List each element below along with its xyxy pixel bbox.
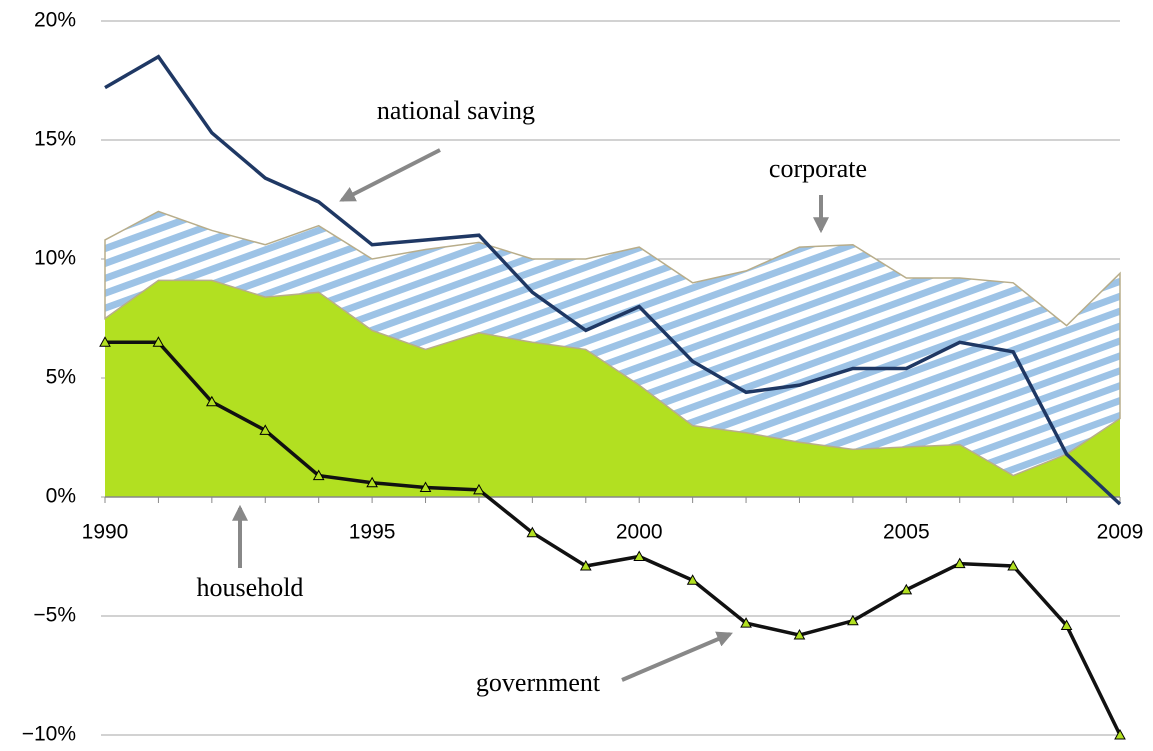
marker — [99, 336, 111, 347]
area — [104, 210, 1121, 477]
marker — [1060, 619, 1073, 631]
x-tick-label: 2000 — [616, 521, 663, 544]
annotation: government — [476, 668, 601, 697]
y-tick-label: 10% — [34, 247, 76, 270]
marker — [473, 483, 485, 495]
marker — [740, 617, 752, 628]
annotation: household — [197, 573, 304, 602]
marker — [686, 574, 699, 585]
marker — [366, 476, 378, 488]
marker — [900, 583, 913, 595]
x-tick-label: 1990 — [82, 521, 129, 544]
marker — [579, 559, 592, 571]
area — [105, 280, 1120, 497]
annotation: corporate — [769, 154, 867, 183]
marker — [633, 550, 646, 561]
y-tick-label: 15% — [34, 128, 76, 151]
x-tick-label: 1995 — [349, 521, 396, 544]
marker — [1114, 728, 1126, 740]
annotation-arrow — [621, 631, 733, 682]
x-tick-label: 2009 — [1097, 521, 1144, 544]
x-tick-label: 2005 — [883, 521, 930, 544]
annotation: national saving — [377, 96, 535, 125]
marker — [205, 395, 218, 407]
marker — [152, 336, 165, 347]
marker — [526, 526, 539, 538]
marker — [312, 469, 325, 481]
y-tick-label: 5% — [46, 366, 76, 389]
marker — [419, 481, 432, 492]
marker — [847, 614, 859, 626]
y-tick-label: −5% — [33, 604, 76, 627]
line — [104, 54, 1122, 506]
line — [105, 340, 1122, 736]
marker — [1007, 559, 1020, 571]
marker — [259, 424, 272, 435]
y-tick-label: 20% — [34, 9, 76, 32]
marker — [953, 557, 966, 569]
y-tick-label: −10% — [22, 723, 76, 746]
marker — [793, 629, 806, 640]
y-tick-label: 0% — [46, 485, 76, 508]
annotation-arrow — [339, 148, 441, 202]
